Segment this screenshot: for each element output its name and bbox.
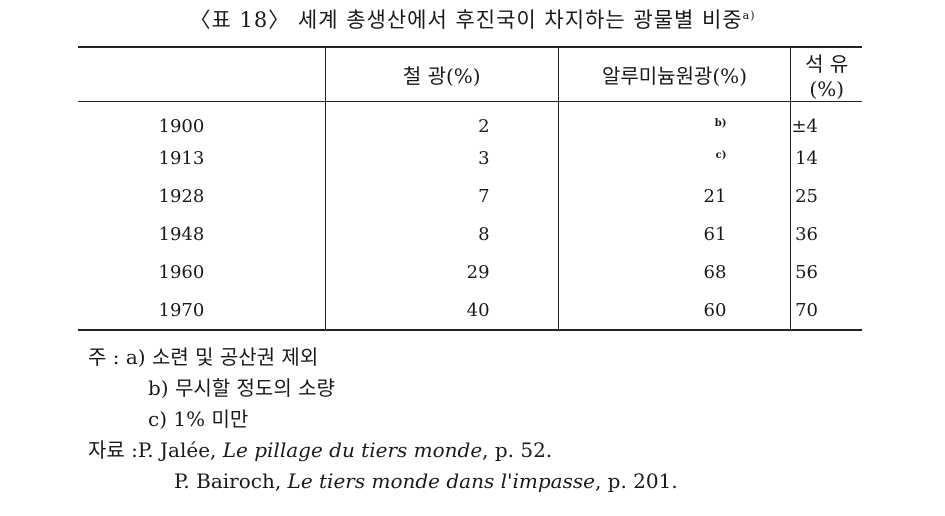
cell-year: 1913 (158, 148, 205, 169)
table-row: 1948 8 61 36 (78, 215, 862, 254)
header-year (78, 46, 326, 102)
note-a-text: a) 소련 및 공산권 제외 (125, 345, 319, 369)
cell-iron-ore: 8 (324, 215, 559, 254)
cell-oil: 56 (790, 253, 862, 292)
cell-oil: ±4 (790, 101, 862, 140)
sources-label: 자료 : (88, 438, 138, 462)
mineral-share-table: 철 광(%) 알루미늄원광(%) 석 유(%) 1900 2 b) ±4 1913 3 c)… (78, 46, 862, 331)
cell-oil: 70 (790, 291, 862, 331)
cell-year: 1960 (158, 262, 205, 283)
source-2-page: , p. 201. (594, 469, 678, 493)
cell-year: 1900 (158, 116, 205, 138)
note-b: b) 무시할 정도의 소량 (148, 376, 335, 400)
notes-label: 주 : (88, 345, 120, 369)
title-footnote-mark: a) (742, 9, 756, 22)
cell-iron-ore: 2 (324, 101, 559, 140)
note-c: c) 1% 미만 (148, 407, 249, 431)
source-2: P. Bairoch, Le tiers monde dans l'impass… (88, 466, 678, 497)
cell-bauxite: 68 (557, 253, 791, 292)
cell-bauxite: 21 (557, 177, 791, 216)
cell-year: 1970 (78, 291, 326, 331)
source-2-author: P. Bairoch, (174, 469, 288, 493)
table-title: 〈표 18〉 세계 총생산에서 후진국이 차지하는 광물별 비중a) (0, 4, 945, 34)
cell-oil: 36 (790, 215, 862, 254)
cell-bauxite: 60 (557, 291, 791, 331)
cell-iron-ore: 7 (324, 177, 559, 216)
cell-oil: 25 (790, 177, 862, 216)
cell-iron-ore: 3 (324, 139, 559, 178)
cell-year: 1928 (158, 186, 205, 207)
header-row: 철 광(%) 알루미늄원광(%) 석 유(%) (78, 46, 862, 102)
source-1: 자료 :P. Jalée, Le pillage du tiers monde,… (88, 435, 678, 466)
table-row: 1913 3 c) 14 (78, 139, 862, 178)
cell-iron-ore: 40 (324, 291, 559, 331)
cell-iron-ore: 29 (324, 253, 559, 292)
table-row: 1928 7 21 25 (78, 177, 862, 216)
header-bauxite: 알루미늄원광(%) (557, 46, 791, 102)
footnote-mark: c) (715, 150, 727, 161)
source-2-title: Le tiers monde dans l'impasse (287, 469, 595, 493)
footnote-mark: b) (714, 118, 727, 130)
table-row: 1960 29 68 56 (78, 253, 862, 292)
header-oil: 석 유(%) (790, 46, 862, 102)
notes: 주 : a) 소련 및 공산권 제외 b) 무시할 정도의 소량 c) 1% 미… (88, 342, 678, 497)
table-title-text: 〈표 18〉 세계 총생산에서 후진국이 차지하는 광물별 비중 (189, 8, 743, 32)
cell-year: 1948 (158, 224, 205, 245)
note-a: 주 : a) 소련 및 공산권 제외 (88, 342, 678, 373)
source-1-title: Le pillage du tiers monde (222, 438, 483, 462)
table-row: 1970 40 60 70 (78, 291, 862, 331)
header-iron-ore: 철 광(%) (324, 46, 559, 102)
cell-bauxite: b) (557, 101, 791, 140)
source-1-page: , p. 52. (482, 438, 553, 462)
table-row: 1900 2 b) ±4 (78, 101, 862, 140)
cell-oil: 14 (790, 139, 862, 178)
source-1-author: P. Jalée, (137, 438, 223, 462)
cell-bauxite: 61 (557, 215, 791, 254)
cell-bauxite: c) (557, 139, 791, 178)
